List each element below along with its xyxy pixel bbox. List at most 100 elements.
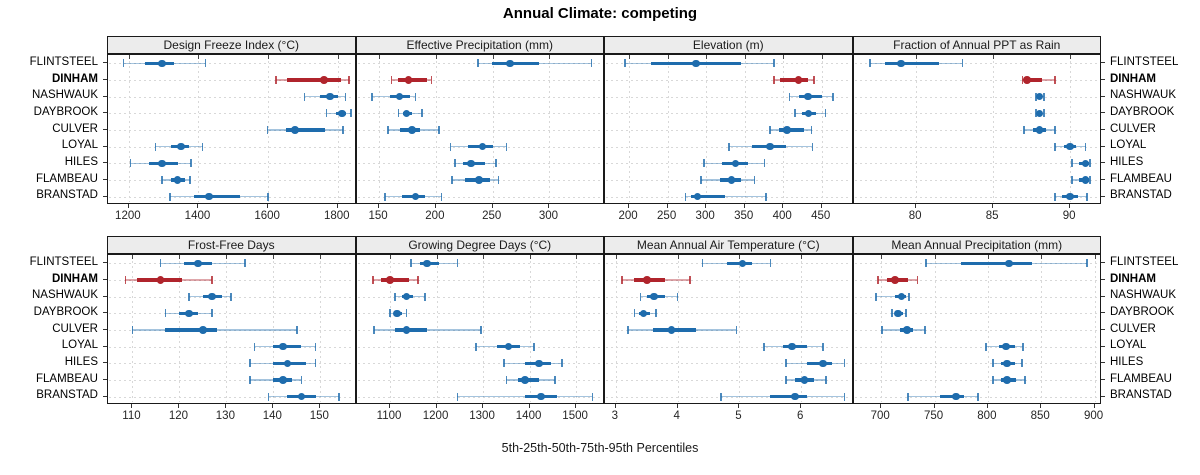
median-dot [667, 326, 676, 334]
whisker-cap-95th [342, 126, 344, 134]
panel-plot-region [355, 254, 604, 404]
whisker-cap-5th [371, 92, 374, 101]
whisker-cap-95th [1089, 159, 1091, 168]
whisker-cap-95th [211, 309, 214, 318]
x-tick-label: 1500 [562, 410, 588, 422]
row-gridline [854, 346, 1099, 348]
whisker-cap-5th [992, 376, 995, 384]
row-tick-right [1101, 112, 1105, 114]
whisker-cap-95th [813, 76, 815, 84]
median-dot [537, 392, 545, 401]
x-tick-top [529, 255, 531, 259]
whisker-cap-5th [372, 326, 375, 334]
panel-plot-region [604, 254, 853, 404]
x-tick-top [783, 55, 785, 59]
row-tick-right [1101, 312, 1105, 314]
whisker-cap-95th [810, 126, 813, 134]
whisker-cap-95th [1021, 359, 1023, 368]
whisker-cap-5th [169, 192, 171, 201]
x-tick-top [744, 55, 746, 59]
x-tick [992, 204, 994, 208]
row-gridline [357, 313, 602, 315]
median-dot [505, 59, 514, 68]
whisker-cap-95th [977, 392, 980, 401]
whisker-cap-5th [325, 109, 328, 118]
row-tick-right [1101, 345, 1105, 347]
median-dot [1035, 109, 1044, 118]
x-tick-label: 6 [797, 410, 804, 422]
median-dot [788, 342, 796, 351]
whisker-cap-95th [1043, 92, 1045, 101]
median-dot [475, 176, 483, 184]
row-tick-left [103, 295, 107, 297]
row-tick-left [103, 195, 107, 197]
x-gridline [934, 256, 936, 402]
row-gridline [854, 80, 1099, 81]
whisker-cap-95th [456, 259, 459, 268]
panel-plot-region [852, 54, 1101, 204]
x-tick [225, 404, 227, 408]
median-dot [896, 59, 905, 68]
x-gridline [337, 56, 339, 202]
x-tick [676, 404, 678, 408]
panel-strip-title: Design Freeze Index (°C) [163, 38, 299, 52]
row-label-left: HILES [64, 156, 98, 168]
row-gridline [109, 330, 354, 331]
x-tick-top [821, 55, 823, 59]
median-dot [408, 126, 416, 134]
row-tick-right [1101, 79, 1105, 80]
row-gridline [357, 296, 602, 298]
whisker-cap-95th [338, 392, 340, 401]
row-label-left: LOYAL [61, 339, 98, 352]
row-tick-left [103, 145, 107, 147]
x-tick [782, 204, 784, 208]
iqr-bar [690, 194, 725, 199]
row-gridline [357, 396, 602, 398]
whisker-cap-5th [1021, 76, 1024, 84]
x-tick-label: 350 [734, 210, 754, 222]
x-tick-top [615, 255, 617, 259]
whisker-cap-5th [703, 159, 705, 168]
whisker-cap-5th [505, 376, 508, 384]
whisker-cap-5th [266, 126, 269, 134]
row-tick-left [103, 312, 107, 314]
row-gridline [109, 280, 354, 281]
iqr-bar [398, 78, 427, 82]
median-dot [693, 192, 702, 201]
row-label-left: NASHWAUK [31, 289, 98, 302]
whisker-cap-5th [1070, 176, 1073, 184]
whisker-cap-95th [773, 59, 775, 68]
row-tick-right [1101, 379, 1105, 380]
x-gridline [706, 56, 708, 202]
whisker-cap-95th [267, 192, 269, 201]
row-gridline [606, 380, 851, 381]
iqr-bar [780, 78, 808, 82]
row-label-right: FLAMBEAU [1110, 172, 1172, 185]
row-gridline [606, 96, 851, 98]
x-tick [127, 204, 129, 208]
x-tick [482, 404, 484, 408]
iqr-bar [778, 128, 804, 132]
panel-strip-title: Elevation (m) [692, 38, 764, 52]
whisker-cap-95th [314, 342, 317, 351]
x-tick-label: 250 [482, 210, 502, 222]
x-gridline [744, 56, 746, 202]
whisker-cap-5th [1053, 142, 1056, 151]
x-tick-label: 130 [215, 410, 235, 422]
x-tick-label: 1200 [115, 210, 141, 222]
row-label-right: BRANSTAD [1110, 189, 1172, 202]
x-tick-top [1070, 55, 1072, 59]
x-gridline [739, 256, 741, 402]
whisker-cap-95th [244, 259, 246, 268]
row-label-left: FLAMBEAU [36, 372, 98, 385]
x-tick-top [379, 55, 381, 59]
median-dot [731, 159, 740, 168]
whisker-cap-5th [393, 292, 396, 301]
row-gridline [109, 146, 354, 148]
x-tick [575, 404, 577, 408]
whisker-cap-95th [824, 109, 827, 118]
whisker-cap-5th [728, 142, 731, 151]
x-tick [548, 204, 550, 208]
whisker-cap-95th [554, 376, 556, 384]
row-gridline [357, 63, 602, 65]
